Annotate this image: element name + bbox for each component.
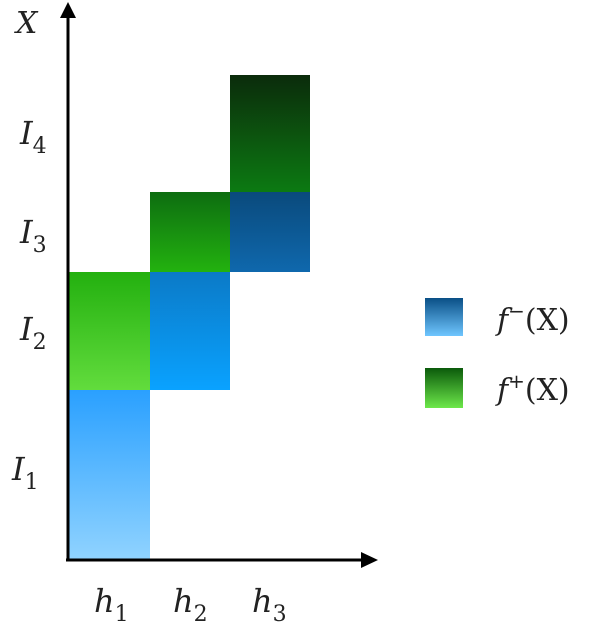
block-h2-I2-minus [150,272,230,390]
legend-swatch-minus [425,298,463,336]
legend-swatch-plus [425,368,463,408]
y-tick-I4: I4 [19,114,47,159]
legend-label-plus: f+(X) [495,369,570,408]
y-axis-label: X [14,6,39,41]
x-axis-arrowhead [361,552,378,568]
y-axis-arrowhead [60,2,76,18]
x-tick-h3: h3 [252,582,287,627]
block-h3-I4-plus [230,75,310,192]
block-h2-I3-plus [150,192,230,272]
block-h3-I3-minus [230,192,310,272]
block-h1-I1-minus [68,390,150,560]
legend-label-minus: f−(X) [495,299,570,338]
x-tick-h2: h2 [173,582,208,627]
y-tick-I2: I2 [19,310,47,355]
x-tick-h1: h1 [94,582,129,627]
block-h1-I2-plus [68,272,150,390]
y-tick-I3: I3 [19,213,47,258]
y-tick-I1: I1 [11,450,39,495]
